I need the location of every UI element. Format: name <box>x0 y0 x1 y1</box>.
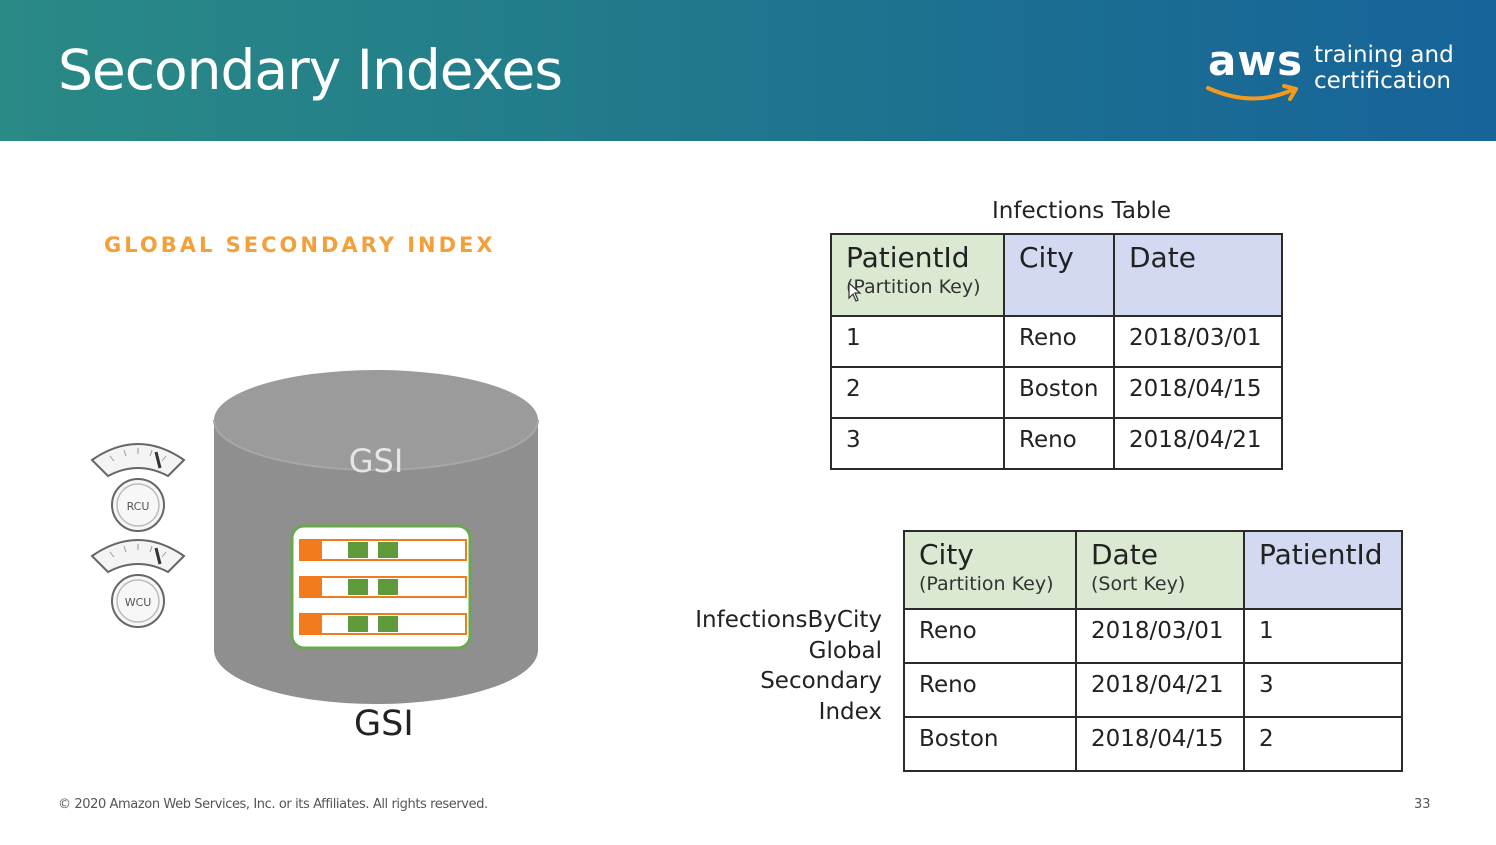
table-cell: Reno <box>903 608 1077 664</box>
aws-smile-icon <box>1206 84 1298 101</box>
gsi-label: GSI <box>354 704 414 744</box>
infections-by-city-gsi-table: City (Partition Key) Date (Sort Key) Pat… <box>903 530 1403 772</box>
table-cell: Boston <box>1003 366 1115 419</box>
rcu-gauge-icon: RCU <box>90 443 186 532</box>
table-cell: 2018/04/21 <box>1075 662 1245 718</box>
slide-title: Secondary Indexes <box>58 38 563 102</box>
infections-table: PatientId (Partition Key) City Date 1 Re… <box>830 233 1283 470</box>
table-cell: 2018/03/01 <box>1113 315 1283 368</box>
header-patientid: PatientId (Partition Key) <box>830 233 1005 317</box>
table-cell: 1 <box>830 315 1005 368</box>
gsi-diagram: RCU WCU GSI <box>90 370 539 704</box>
section-label: GLOBAL SECONDARY INDEX <box>104 233 496 257</box>
mouse-cursor-icon <box>848 282 862 302</box>
header-date: Date <box>1113 233 1283 317</box>
table-row: Reno 2018/04/21 3 <box>903 662 1403 718</box>
cylinder-label: GSI <box>349 442 404 480</box>
table-header-row: City (Partition Key) Date (Sort Key) Pat… <box>903 530 1403 610</box>
table-cell: 2018/03/01 <box>1075 608 1245 664</box>
table-cell: Reno <box>1003 417 1115 470</box>
gsi-table-caption: InfectionsByCity Global Secondary Index <box>695 607 882 725</box>
header-patientid: PatientId <box>1243 530 1403 610</box>
aws-logo-tagline: training and certification <box>1314 42 1454 94</box>
wcu-gauge-icon: WCU <box>90 539 186 628</box>
table-header-row: PatientId (Partition Key) City Date <box>830 233 1283 317</box>
aws-logo: aws training and certification <box>1204 36 1454 108</box>
table-cell: 2018/04/15 <box>1075 716 1245 772</box>
rcu-label: RCU <box>127 500 150 513</box>
table-items-icon <box>290 524 472 650</box>
wcu-label: WCU <box>125 596 152 609</box>
table-row: 3 Reno 2018/04/21 <box>830 417 1283 470</box>
table-cell: 2018/04/15 <box>1113 366 1283 419</box>
table-row: Boston 2018/04/15 2 <box>903 716 1403 772</box>
infections-table-caption: Infections Table <box>992 198 1172 224</box>
table-row: 1 Reno 2018/03/01 <box>830 315 1283 368</box>
page-number: 33 <box>1414 797 1431 812</box>
table-cell: 2018/04/21 <box>1113 417 1283 470</box>
table-row: Reno 2018/03/01 1 <box>903 608 1403 664</box>
table-cell: Reno <box>1003 315 1115 368</box>
table-cell: 3 <box>1243 662 1403 718</box>
table-cell: 2 <box>830 366 1005 419</box>
slide-header: Secondary Indexes aws training and certi… <box>0 0 1496 141</box>
header-city: City (Partition Key) <box>903 530 1077 610</box>
table-cell: 3 <box>830 417 1005 470</box>
aws-logo-wordmark: aws <box>1208 36 1304 85</box>
footer-copyright: © 2020 Amazon Web Services, Inc. or its … <box>58 797 488 812</box>
header-date: Date (Sort Key) <box>1075 530 1245 610</box>
table-row: 2 Boston 2018/04/15 <box>830 366 1283 419</box>
header-city: City <box>1003 233 1115 317</box>
table-cell: Reno <box>903 662 1077 718</box>
table-cell: 2 <box>1243 716 1403 772</box>
table-cell: Boston <box>903 716 1077 772</box>
table-cell: 1 <box>1243 608 1403 664</box>
